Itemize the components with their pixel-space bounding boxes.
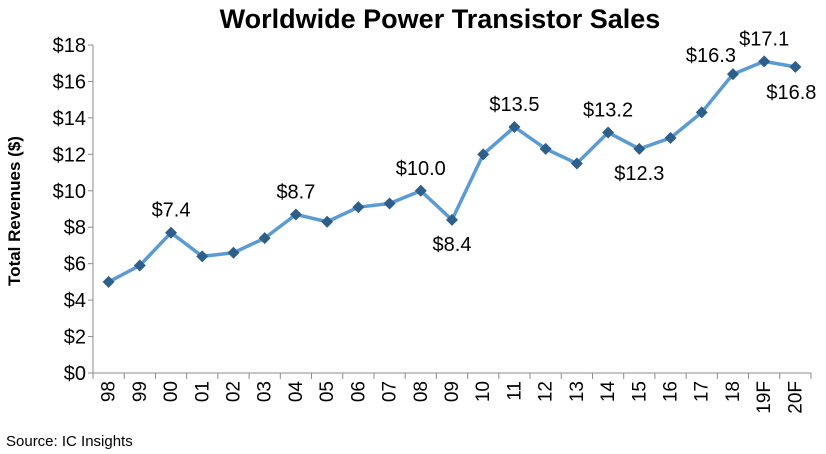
- data-point: [227, 246, 240, 259]
- data-labels: $7.4 $8.7 $10.0 $8.4 $13.5 $13.2 $12.3 $16.3$17…: [152, 28, 817, 256]
- data-point: [508, 121, 521, 133]
- data-point: [664, 131, 677, 144]
- data-label: $8.7: [276, 181, 315, 203]
- x-tick-label: 98: [99, 381, 120, 402]
- x-tick-label: 17: [692, 381, 713, 402]
- data-point: [446, 213, 458, 226]
- data-point: [133, 259, 146, 272]
- data-point: [165, 226, 178, 239]
- x-tick-label: 05: [317, 381, 338, 402]
- data-point: [414, 184, 427, 197]
- axes: [88, 44, 812, 379]
- data-point: [289, 208, 302, 221]
- x-tick-label: 00: [161, 381, 182, 402]
- y-tick-label: $16: [53, 71, 86, 93]
- x-tick-label: 15: [629, 381, 650, 402]
- y-tick-labels: $0 $2 $4 $6 $8 $10 $12 $14 $16 $18: [53, 35, 86, 385]
- data-point: [321, 215, 334, 228]
- y-tick-label: $10: [53, 181, 86, 203]
- data-label: $17.1: [739, 28, 789, 50]
- x-tick-label: 20F: [785, 381, 806, 414]
- chart-title: Worldwide Power Transistor Sales: [220, 4, 661, 34]
- data-point: [602, 126, 615, 139]
- y-tick-label: $12: [53, 144, 86, 166]
- x-tick-label: 01: [192, 381, 213, 402]
- data-point: [102, 275, 115, 288]
- x-tick-label: 03: [255, 381, 276, 402]
- x-tick-label: 10: [473, 381, 494, 402]
- data-label: $16.3: [686, 45, 736, 67]
- y-tick-label: $6: [64, 254, 86, 276]
- x-tick-label: 18: [723, 381, 744, 402]
- data-label: $16.8: [766, 82, 816, 104]
- x-tick-label: 14: [598, 381, 619, 403]
- data-label: $12.3: [614, 163, 664, 185]
- y-tick-label: $14: [53, 108, 86, 130]
- x-tick-label: 09: [442, 381, 463, 402]
- data-point: [758, 55, 771, 68]
- x-tick-label: 16: [661, 381, 682, 402]
- data-label: $8.4: [433, 234, 472, 256]
- x-tick-labels: 98 99 00 01 02 03 04 05 06 07 08 09 10 11 12 13 14 15 16 17…: [99, 381, 807, 414]
- x-tick-label: 08: [411, 381, 432, 402]
- data-label: $13.2: [583, 99, 633, 121]
- y-tick-label: $0: [64, 363, 86, 385]
- source-note: Source: IC Insights: [6, 433, 133, 450]
- data-point: [633, 142, 646, 155]
- y-tick-label: $8: [64, 217, 86, 239]
- data-point: [383, 197, 396, 210]
- y-tick-label: $2: [64, 327, 86, 349]
- data-label: $13.5: [489, 94, 539, 116]
- y-tick-label: $18: [53, 35, 86, 57]
- x-tick-label: 11: [504, 381, 525, 401]
- data-point: [477, 148, 490, 161]
- data-point: [570, 157, 583, 170]
- x-tick-label: 19F: [754, 381, 775, 414]
- y-axis-label: Total Revenues ($): [5, 136, 24, 286]
- x-tick-label: 99: [130, 381, 151, 402]
- data-point: [789, 60, 802, 73]
- data-point: [539, 142, 552, 155]
- y-tick-label: $4: [64, 290, 86, 312]
- x-tick-label: 07: [380, 381, 401, 402]
- data-label: $7.4: [152, 200, 191, 222]
- data-point: [196, 250, 209, 263]
- x-tick-label: 04: [286, 381, 307, 403]
- data-label: $10.0: [396, 158, 446, 180]
- data-point: [352, 201, 365, 214]
- data-point: [695, 106, 708, 119]
- data-point: [726, 68, 739, 81]
- x-tick-label: 06: [348, 381, 369, 402]
- x-tick-label: 13: [567, 381, 588, 402]
- data-point: [258, 232, 271, 245]
- x-tick-label: 02: [223, 381, 244, 402]
- series-markers: [102, 55, 802, 288]
- x-tick-label: 12: [536, 381, 557, 402]
